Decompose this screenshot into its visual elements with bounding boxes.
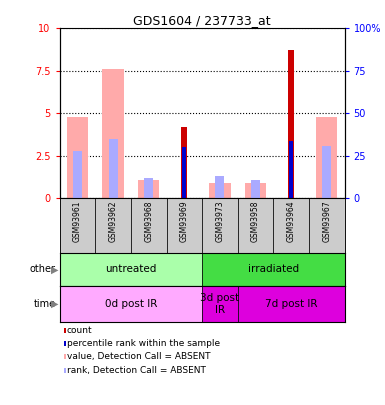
Bar: [60, 198, 95, 253]
Bar: [309, 198, 345, 253]
Bar: [216, 176, 224, 198]
Bar: [166, 198, 202, 253]
Text: time: time: [34, 299, 56, 309]
Bar: [131, 198, 166, 253]
Text: 0d post IR: 0d post IR: [105, 299, 157, 309]
Bar: [181, 127, 187, 198]
Text: GSM93968: GSM93968: [144, 200, 153, 242]
Bar: [288, 51, 294, 198]
Text: GSM93958: GSM93958: [251, 200, 260, 242]
Text: GSM93964: GSM93964: [287, 200, 296, 242]
Bar: [60, 253, 202, 286]
Bar: [109, 139, 117, 198]
Bar: [316, 117, 337, 198]
Text: untreated: untreated: [105, 264, 157, 274]
Text: ▶: ▶: [52, 299, 59, 309]
Bar: [138, 180, 159, 198]
Bar: [95, 198, 131, 253]
Bar: [67, 117, 88, 198]
Text: 7d post IR: 7d post IR: [265, 299, 317, 309]
Text: 3d post
IR: 3d post IR: [200, 293, 239, 315]
Bar: [202, 286, 238, 322]
Bar: [322, 146, 331, 198]
Text: other: other: [30, 264, 56, 274]
Bar: [238, 198, 273, 253]
Text: count: count: [67, 326, 92, 335]
Text: percentile rank within the sample: percentile rank within the sample: [67, 339, 220, 348]
Bar: [73, 151, 82, 198]
Bar: [102, 69, 124, 198]
Bar: [273, 198, 309, 253]
Text: ▶: ▶: [52, 264, 59, 274]
Text: irradiated: irradiated: [248, 264, 299, 274]
Text: value, Detection Call = ABSENT: value, Detection Call = ABSENT: [67, 352, 210, 361]
Bar: [289, 141, 293, 198]
Bar: [60, 286, 202, 322]
Bar: [251, 180, 260, 198]
Bar: [182, 147, 186, 198]
Bar: [202, 253, 345, 286]
Text: GSM93961: GSM93961: [73, 200, 82, 242]
Bar: [238, 286, 345, 322]
Text: GSM93962: GSM93962: [109, 200, 117, 242]
Text: GSM93967: GSM93967: [322, 200, 331, 242]
Bar: [209, 183, 231, 198]
Bar: [245, 183, 266, 198]
Text: GSM93973: GSM93973: [216, 200, 224, 242]
Text: GSM93969: GSM93969: [180, 200, 189, 242]
Bar: [144, 178, 153, 198]
Text: rank, Detection Call = ABSENT: rank, Detection Call = ABSENT: [67, 366, 206, 375]
Bar: [202, 198, 238, 253]
Title: GDS1604 / 237733_at: GDS1604 / 237733_at: [133, 14, 271, 27]
